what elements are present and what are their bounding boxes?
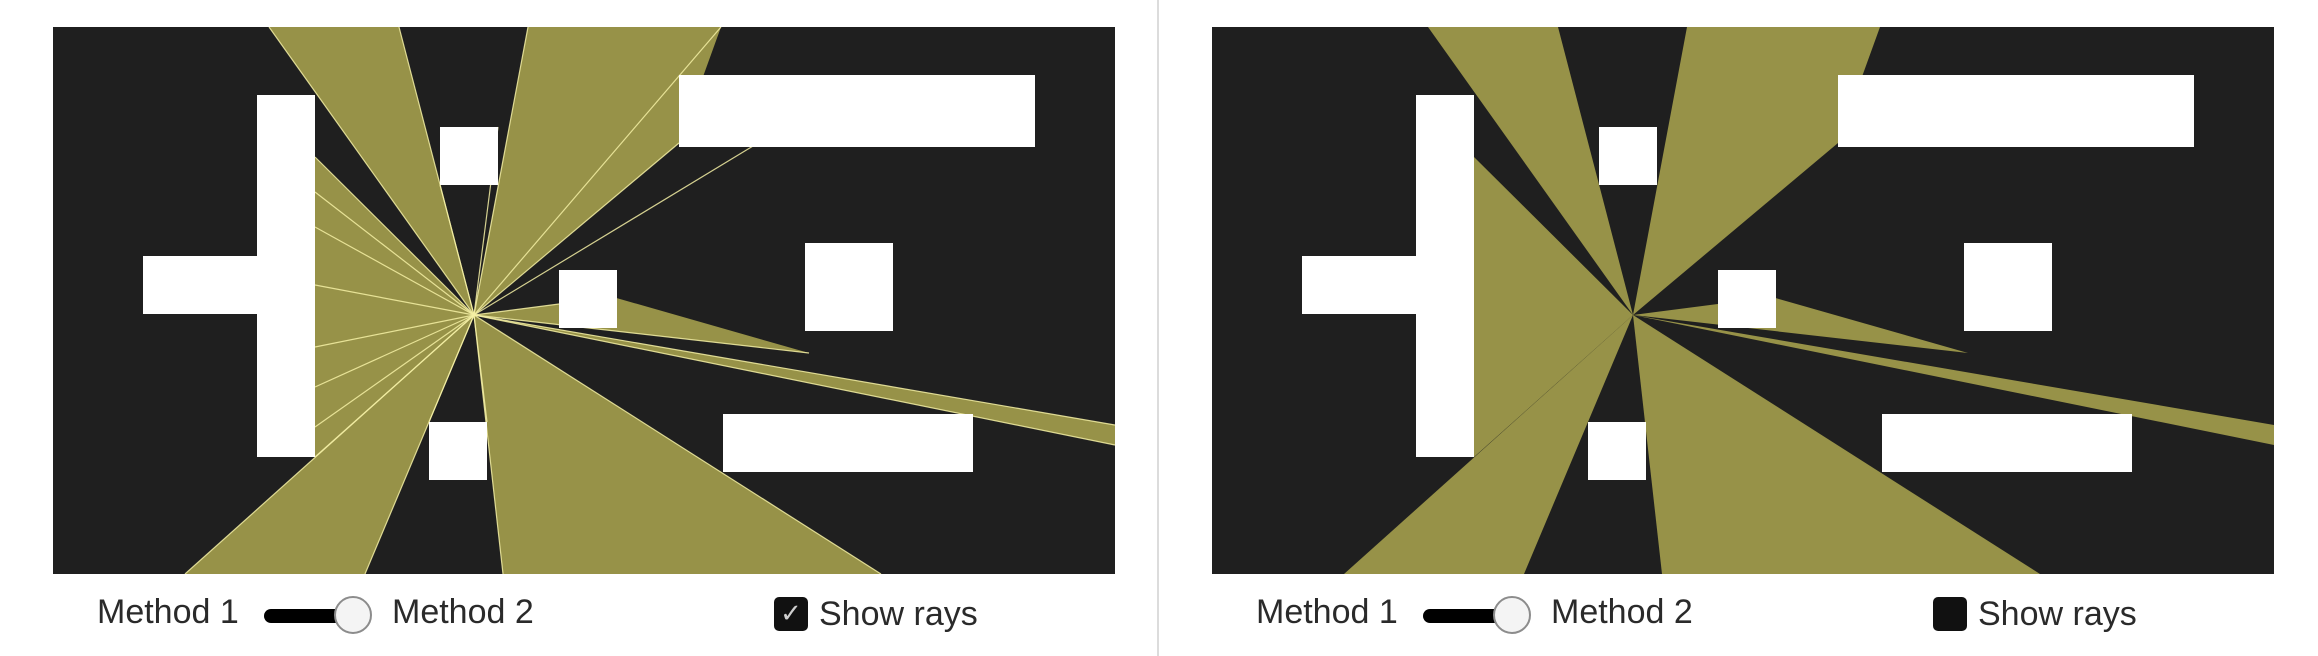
show-rays-checkbox[interactable]: ✓ [774, 597, 808, 631]
obstacle-cross-horizontal [1302, 256, 1474, 314]
visibility-region-4 [1344, 315, 1633, 574]
method2-label: Method 2 [1551, 593, 1693, 631]
visibility-region-7 [474, 297, 809, 353]
visibility-canvas-right [1212, 27, 2274, 574]
ray-15 [184, 314, 475, 574]
ray-13 [314, 314, 475, 428]
obstacle-square-right [1964, 243, 2052, 331]
ray-6 [473, 142, 759, 316]
visibility-region-2 [1633, 27, 1880, 315]
ray-26 [473, 314, 488, 423]
panel-divider [1157, 0, 1159, 656]
visibility-region-5 [1633, 315, 2040, 574]
visibility-region-3 [1474, 157, 1633, 457]
obstacle-cross-horizontal [143, 256, 315, 314]
obstacle-small-square-2 [559, 270, 617, 328]
obstacle-small-square-3 [429, 422, 487, 480]
visibility-region-3 [315, 157, 474, 457]
show-rays-label: Show rays [819, 595, 978, 633]
ray-3 [473, 27, 529, 316]
checkmark-icon: ✓ [780, 599, 802, 629]
visibility-region-7 [1633, 297, 1968, 353]
ray-10 [314, 284, 475, 316]
obstacle-wide-bottom [1882, 414, 2132, 472]
obstacle-small-square-2 [1718, 270, 1776, 328]
ray-18 [473, 314, 882, 574]
obstacle-square-right [805, 243, 893, 331]
obstacle-small-square-1 [440, 127, 498, 185]
obstacle-wide-bottom [723, 414, 973, 472]
ray-5 [473, 142, 680, 316]
ray-1 [268, 27, 475, 316]
method1-label: Method 1 [97, 593, 239, 631]
method2-label: Method 2 [392, 593, 534, 631]
ray-20 [473, 314, 1115, 446]
controls-right: Method 1 Method 2 Show rays [1159, 586, 2318, 646]
ray-11 [314, 314, 475, 348]
ray-9 [314, 226, 475, 316]
ray-21 [473, 314, 810, 354]
slider-knob[interactable] [334, 596, 372, 634]
method1-label: Method 1 [1256, 593, 1398, 631]
ray-12 [314, 314, 475, 388]
ray-7 [314, 156, 475, 316]
method-toggle-slider[interactable] [1423, 594, 1535, 634]
obstacle-small-square-3 [1588, 422, 1646, 480]
show-rays-checkbox[interactable] [1933, 597, 1967, 631]
visibility-canvas-left [53, 27, 1115, 574]
slider-knob[interactable] [1493, 596, 1531, 634]
controls-left: Method 1 Method 2 ✓ Show rays [0, 586, 1159, 646]
ray-25 [428, 314, 475, 423]
visibility-region-1 [1428, 27, 1633, 315]
obstacle-wide-top [679, 75, 1035, 147]
left-panel: Method 1 Method 2 ✓ Show rays [0, 27, 1159, 646]
method-toggle-slider[interactable] [264, 594, 376, 634]
show-rays-label: Show rays [1978, 595, 2137, 633]
ray-8 [314, 191, 475, 316]
ray-23 [439, 184, 475, 316]
ray-19 [473, 314, 1115, 426]
obstacle-small-square-1 [1599, 127, 1657, 185]
obstacle-wide-top [1838, 75, 2194, 147]
visibility-region-6 [1633, 315, 2274, 445]
right-panel: Method 1 Method 2 Show rays [1159, 0, 2318, 656]
